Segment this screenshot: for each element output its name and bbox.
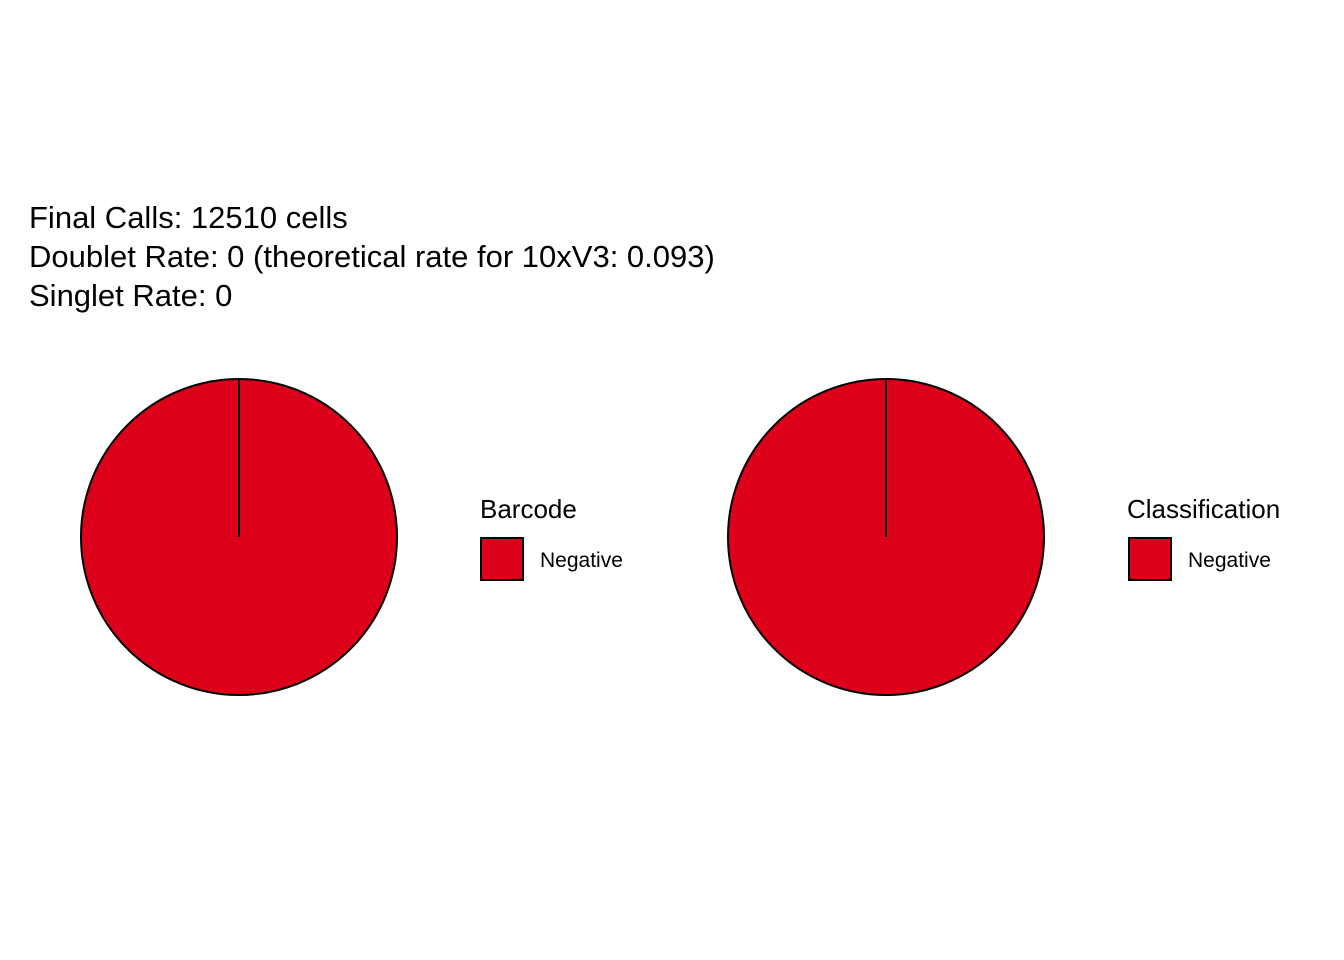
pie-barcode <box>80 378 398 696</box>
legend-label-classification-negative: Negative <box>1188 549 1271 572</box>
title-line-final-calls: Final Calls: 12510 cells <box>29 200 348 235</box>
legend-title-barcode: Barcode <box>480 494 577 524</box>
title-line-singlet-rate: Singlet Rate: 0 <box>29 278 233 313</box>
title-line-doublet-rate: Doublet Rate: 0 (theoretical rate for 10… <box>29 239 715 274</box>
plot-title: Final Calls: 12510 cells Doublet Rate: 0… <box>29 198 715 315</box>
legend-key-barcode-negative <box>480 537 524 581</box>
legend-title-classification: Classification <box>1127 494 1280 524</box>
pie-panel-classification: Classification Negative <box>727 378 1280 696</box>
pie-classification <box>727 378 1045 696</box>
legend-key-classification-negative <box>1128 537 1172 581</box>
pie-panel-barcode: Barcode Negative <box>80 378 623 696</box>
legend-label-barcode-negative: Negative <box>540 549 623 572</box>
